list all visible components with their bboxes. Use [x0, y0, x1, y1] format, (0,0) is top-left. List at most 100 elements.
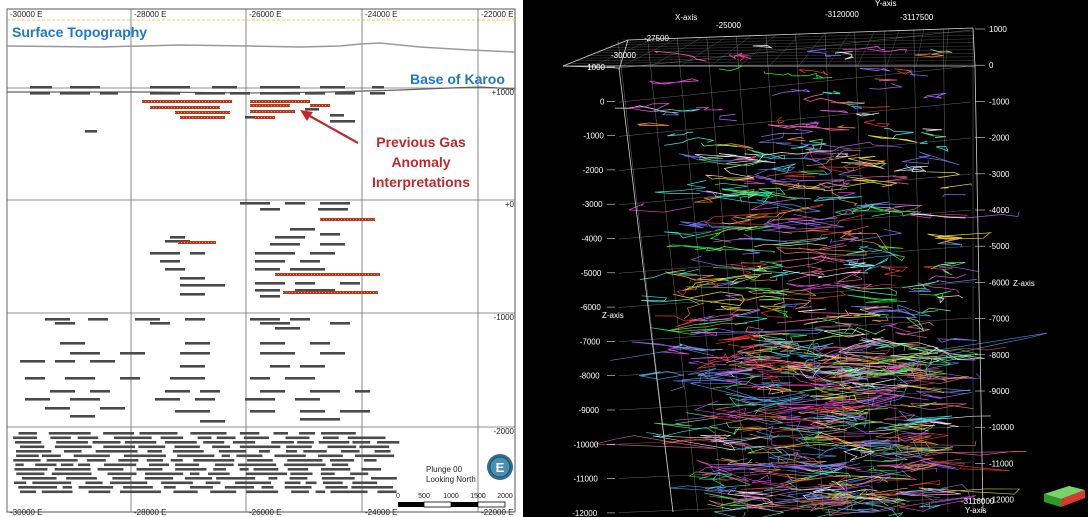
- sill-trace: [754, 243, 828, 248]
- sill-trace: [752, 382, 792, 386]
- sill-segment: [320, 432, 356, 435]
- sill-segment: [284, 486, 312, 489]
- sill-segment: [287, 468, 309, 471]
- sill-trace: [845, 353, 923, 365]
- gas-anomaly-sill: [283, 291, 378, 294]
- sill-trace: [726, 158, 776, 164]
- sill-trace: [899, 488, 948, 494]
- top-face-gridline: [739, 34, 776, 67]
- gas-anomaly-sill: [250, 104, 290, 107]
- sill-trace: [906, 317, 925, 332]
- sill-segment: [170, 236, 185, 239]
- sill-trace: [869, 83, 903, 90]
- sill-trace: [715, 406, 746, 414]
- top-face-gridline: [768, 33, 801, 67]
- sill-trace: [901, 357, 940, 364]
- gas-anomaly-sill: [250, 110, 295, 113]
- sill-segment: [163, 486, 176, 489]
- sill-segment: [146, 459, 164, 462]
- sill-trace: [714, 225, 772, 231]
- sill-segment: [18, 432, 37, 435]
- sill-traces: [595, 44, 1048, 517]
- sill-trace: [654, 180, 706, 194]
- sill-trace: [798, 247, 835, 263]
- plunge-label: Plunge 00: [426, 465, 463, 474]
- sill-segment: [273, 432, 288, 435]
- sill-segment: [295, 282, 315, 285]
- sill-segment: [123, 486, 153, 489]
- sill-segment: [235, 481, 272, 485]
- sill-trace: [713, 233, 754, 243]
- sill-segment: [331, 463, 349, 467]
- box-vertical-gridline: [647, 38, 699, 513]
- left-z-tick: 1000: [587, 63, 605, 72]
- sill-trace: [788, 343, 828, 357]
- sill-segment: [35, 463, 57, 467]
- sill-trace: [756, 199, 821, 213]
- top-face-gridline: [857, 31, 875, 67]
- sill-segment: [305, 108, 319, 111]
- sill-segment: [255, 289, 280, 292]
- sill-segment: [260, 342, 285, 345]
- sill-segment: [285, 202, 305, 205]
- sill-trace: [936, 332, 1048, 355]
- sill-segment: [119, 490, 161, 494]
- sill-segment: [221, 454, 230, 458]
- sill-trace: [930, 421, 959, 428]
- sill-trace: [725, 421, 766, 436]
- sill-segment: [63, 450, 82, 453]
- sill-trace: [713, 508, 747, 517]
- sill-trace: [629, 103, 670, 113]
- sill-trace: [742, 472, 796, 485]
- box-edge: [562, 65, 620, 69]
- sill-segment: [305, 92, 325, 95]
- sill-trace: [734, 396, 780, 402]
- scale-tick-label: 1500: [470, 493, 486, 500]
- sill-segment: [103, 445, 136, 449]
- sill-trace: [759, 305, 786, 310]
- sill-trace: [897, 487, 953, 496]
- sill-trace: [790, 144, 809, 149]
- sill-segment: [200, 390, 220, 393]
- sill-trace: [754, 266, 769, 272]
- sill-trace: [780, 476, 848, 489]
- sill-trace: [673, 379, 733, 384]
- sill-segment: [110, 481, 148, 485]
- sill-trace: [818, 354, 840, 364]
- sill-segment: [173, 490, 198, 494]
- sill-segment: [303, 450, 327, 453]
- sill-segment: [253, 468, 279, 471]
- sill-trace: [771, 182, 820, 189]
- sill-segment: [180, 293, 205, 296]
- left-z-tick: -12000: [572, 509, 597, 517]
- sill-trace: [852, 205, 919, 217]
- sill-segment: [320, 352, 345, 355]
- sill-trace: [940, 183, 972, 189]
- sill-segment: [60, 92, 90, 95]
- box-vertical-gridline: [943, 28, 949, 513]
- sill-trace: [777, 116, 785, 125]
- sill-segment: [77, 436, 99, 440]
- sill-trace: [694, 280, 744, 291]
- sill-segment: [210, 284, 225, 287]
- sill-segment: [97, 468, 124, 471]
- x-tick-labels-bottom: -30000 E -28000 E -26000 E -24000 E -22000 E: [10, 508, 513, 517]
- scale-tick-label: 500: [418, 493, 430, 500]
- sill-segment: [347, 436, 386, 440]
- sill-trace: [650, 327, 717, 336]
- sill-segment: [55, 360, 75, 363]
- sill-segment: [297, 441, 314, 444]
- left-z-tick: -4000: [582, 235, 603, 244]
- sill-trace: [815, 415, 862, 430]
- sill-trace: [894, 68, 913, 75]
- sill-segment: [88, 318, 108, 321]
- sill-trace: [654, 412, 718, 429]
- sill-trace: [718, 65, 742, 72]
- sill-segment: [86, 459, 106, 462]
- sill-segment: [335, 92, 355, 95]
- gas-anomaly-sill: [275, 273, 380, 276]
- sill-trace: [733, 357, 844, 368]
- sill-trace: [919, 166, 961, 179]
- sill-trace: [829, 393, 866, 405]
- sill-trace: [847, 294, 907, 303]
